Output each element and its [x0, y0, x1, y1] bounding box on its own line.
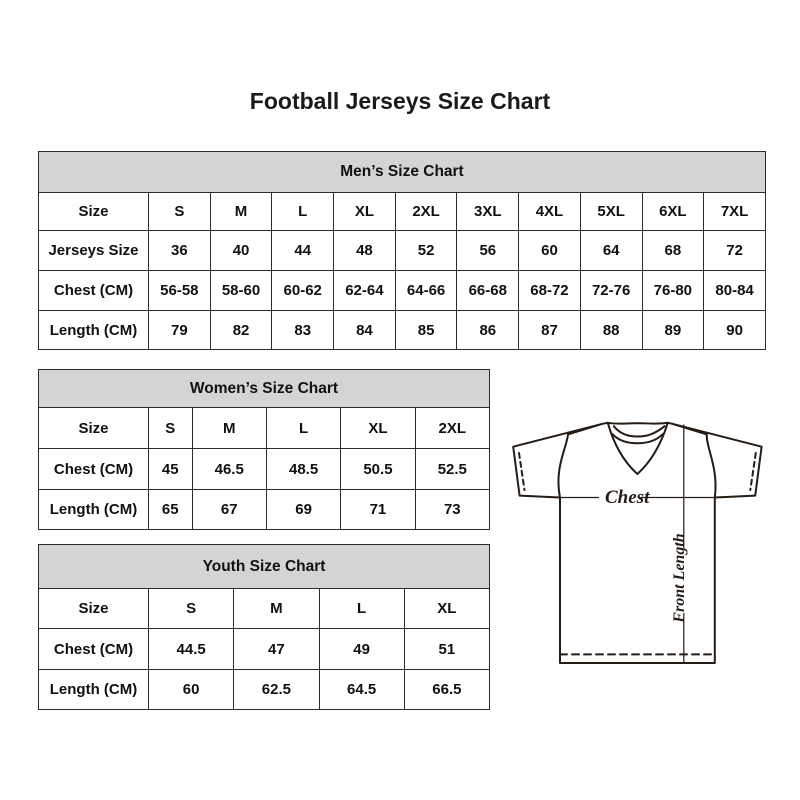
svg-text:Chest: Chest	[605, 487, 650, 508]
svg-text:Front Length: Front Length	[671, 533, 688, 623]
